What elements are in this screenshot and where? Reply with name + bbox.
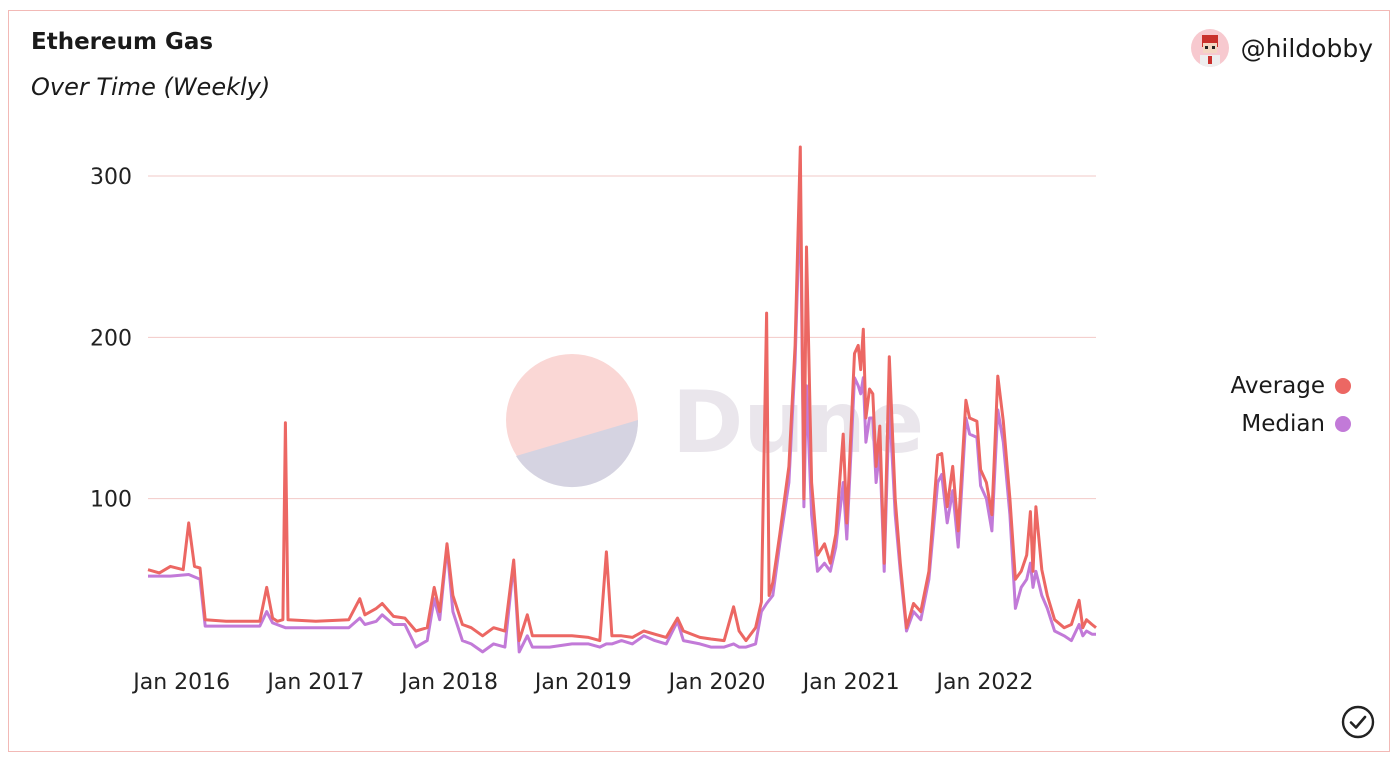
y-axis-ticks: 100 200 300 bbox=[90, 165, 132, 513]
y-tick-label: 300 bbox=[90, 165, 132, 190]
grid-lines bbox=[148, 175, 1096, 500]
chart-subtitle: Over Time (Weekly) bbox=[31, 73, 271, 101]
chart-title: Ethereum Gas bbox=[31, 29, 214, 55]
legend-item-median[interactable]: Median bbox=[1231, 405, 1351, 443]
watermark-logo-slice bbox=[516, 420, 639, 488]
watermark: Dune bbox=[506, 354, 924, 488]
y-tick-label: 200 bbox=[90, 326, 132, 351]
chart-card: Ethereum Gas Over Time (Weekly) @hildobb… bbox=[8, 10, 1390, 752]
x-tick-label: Jan 2022 bbox=[935, 670, 1034, 695]
series-line-average[interactable] bbox=[147, 145, 1097, 643]
author-badge[interactable]: @hildobby bbox=[1190, 29, 1373, 67]
author-name[interactable]: @hildobby bbox=[1240, 33, 1373, 63]
legend: Average Median bbox=[1231, 367, 1351, 443]
x-tick-label: Jan 2019 bbox=[533, 670, 632, 695]
x-tick-label: Jan 2016 bbox=[131, 670, 230, 695]
x-tick-label: Jan 2020 bbox=[667, 670, 766, 695]
series-lines bbox=[147, 145, 1097, 654]
x-tick-label: Jan 2018 bbox=[399, 670, 498, 695]
legend-label-median: Median bbox=[1241, 411, 1325, 437]
x-axis-ticks: Jan 2016 Jan 2017 Jan 2018 Jan 2019 Jan 2020… bbox=[131, 670, 1033, 695]
legend-item-average[interactable]: Average bbox=[1231, 367, 1351, 405]
legend-label-average: Average bbox=[1230, 373, 1325, 399]
x-tick-label: Jan 2021 bbox=[801, 670, 900, 695]
legend-dot-average bbox=[1335, 378, 1351, 394]
avatar bbox=[1190, 29, 1229, 67]
x-tick-label: Jan 2017 bbox=[265, 670, 364, 695]
y-tick-label: 100 bbox=[90, 488, 132, 513]
check-circle-icon[interactable] bbox=[1341, 705, 1375, 739]
legend-dot-median bbox=[1335, 416, 1351, 432]
